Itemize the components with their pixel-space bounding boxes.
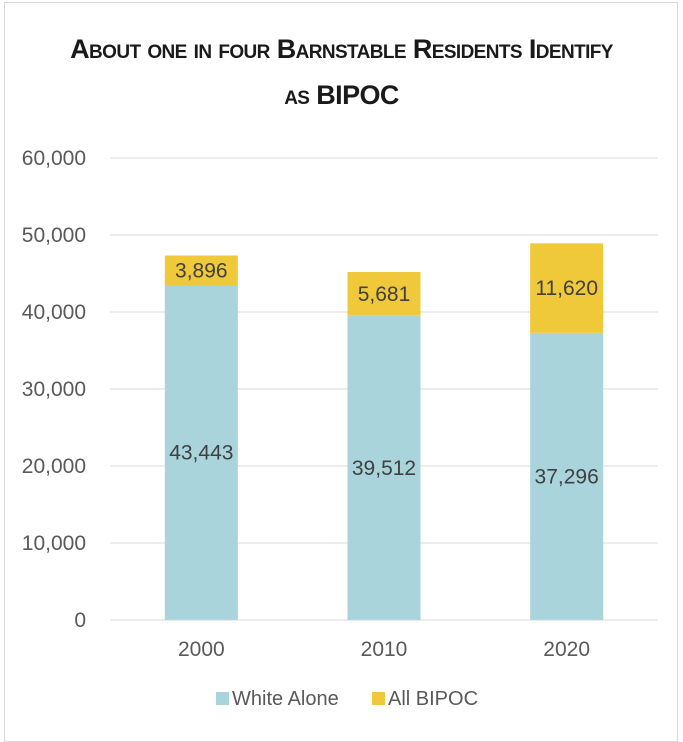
- bar-white-alone-2020: [530, 332, 604, 620]
- chart-title: About one in four Barnstable Residents I…: [0, 26, 683, 118]
- bar-all-bipoc-2010: [347, 272, 421, 316]
- y-tick-label: 10,000: [22, 532, 86, 555]
- legend-swatch: [372, 692, 385, 705]
- y-tick-label: 60,000: [22, 147, 86, 170]
- data-label: 5,681: [358, 283, 411, 306]
- y-tick-label: 40,000: [22, 301, 86, 324]
- y-tick-label: 20,000: [22, 455, 86, 478]
- x-tick-label: 2020: [543, 638, 590, 661]
- bar-all-bipoc-2000: [164, 255, 238, 286]
- legend-label: All BIPOC: [388, 688, 478, 710]
- data-label: 37,296: [535, 465, 599, 488]
- data-label: 43,443: [169, 442, 233, 465]
- x-tick-label: 2000: [178, 638, 225, 661]
- y-tick-label: 50,000: [22, 224, 86, 247]
- data-label: 11,620: [535, 277, 598, 300]
- y-tick-label: 0: [74, 609, 86, 632]
- x-tick-label: 2010: [361, 638, 408, 661]
- chart-title-line-1: About one in four Barnstable Residents I…: [70, 34, 613, 64]
- bar-white-alone-2010: [347, 315, 421, 620]
- legend-swatch: [216, 692, 229, 705]
- chart-title-line-2: as BIPOC: [284, 80, 399, 110]
- legend-label: White Alone: [232, 688, 339, 710]
- y-tick-label: 30,000: [22, 378, 86, 401]
- data-label: 3,896: [175, 259, 228, 282]
- bar-white-alone-2000: [164, 285, 238, 620]
- bar-all-bipoc-2020: [530, 243, 604, 333]
- data-label: 39,512: [352, 457, 416, 480]
